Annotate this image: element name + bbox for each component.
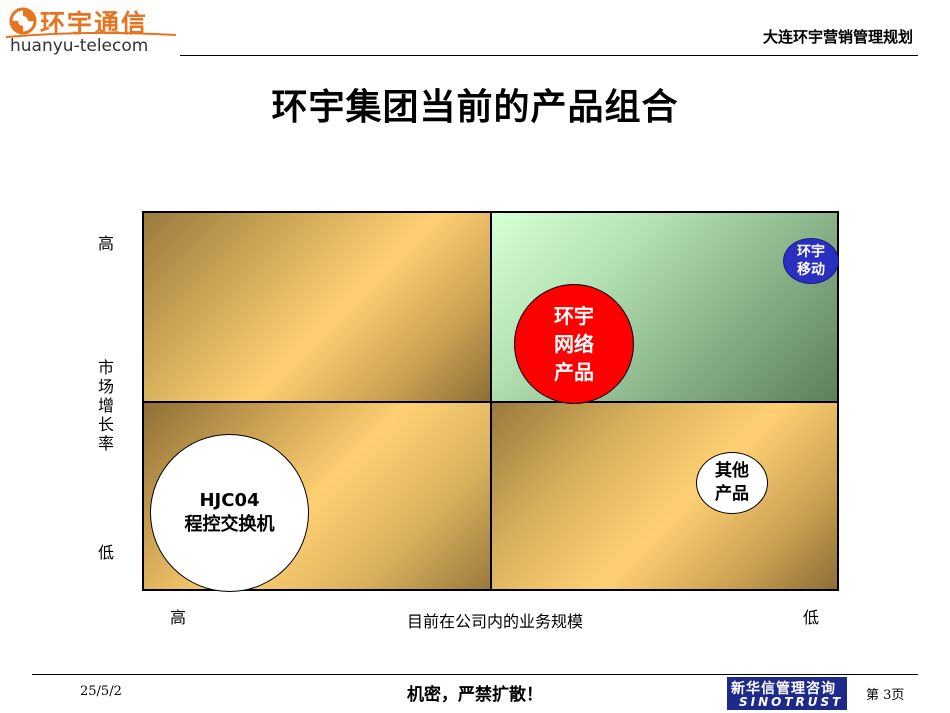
- logo-swoosh-icon: [6, 32, 176, 38]
- bubble-network-label: 环宇 网络 产品: [554, 304, 594, 384]
- header-title: 大连环宇营销管理规划: [762, 28, 913, 46]
- consultancy-chinese-name: 新华信管理咨询: [731, 681, 836, 697]
- bubble-hjc04-label: HJC04 程控交换机: [184, 490, 275, 535]
- logo-english-name: huanyu-telecom: [10, 36, 149, 56]
- page-number: 第 3页: [866, 688, 905, 703]
- x-axis-low-label: 低: [803, 608, 820, 627]
- confidential-notice: 机密，严禁扩散！: [407, 685, 543, 705]
- y-axis-high-label: 高: [98, 234, 115, 253]
- quadrant-top-left: [142, 211, 492, 403]
- bubble-network-product: 环宇 网络 产品: [514, 284, 634, 404]
- header-divider: [180, 55, 918, 56]
- bubble-other-label: 其他 产品: [715, 461, 749, 504]
- consultancy-logo: 新华信管理咨询 SINOTRUST: [727, 677, 847, 710]
- consultancy-english-name: SINOTRUST: [739, 695, 844, 709]
- bubble-mobile-label: 环宇 移动: [797, 244, 825, 278]
- page-title: 环宇集团当前的产品组合: [271, 87, 679, 128]
- logo-swirl-icon: [9, 7, 37, 35]
- footer-date: 25/5/2: [80, 684, 122, 699]
- y-axis-low-label: 低: [98, 543, 115, 562]
- x-axis-title: 目前在公司内的业务规模: [406, 612, 583, 631]
- quadrant-bottom-right: [490, 401, 839, 591]
- y-axis-title: 市场增长率: [98, 358, 115, 453]
- x-axis-high-label: 高: [170, 608, 187, 627]
- bubble-mobile: 环宇 移动: [783, 238, 839, 284]
- bubble-hjc04-switch: HJC04 程控交换机: [150, 434, 309, 592]
- footer-divider: [32, 674, 918, 675]
- bubble-other-product: 其他 产品: [696, 452, 768, 514]
- company-logo: 环宇通信 huanyu-telecom: [6, 4, 181, 56]
